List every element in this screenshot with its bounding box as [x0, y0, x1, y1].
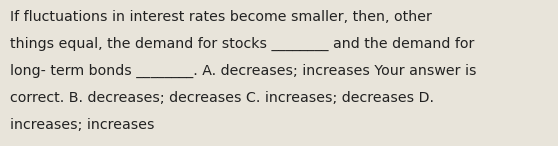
Text: long- term bonds ________. A. decreases; increases Your answer is: long- term bonds ________. A. decreases;… — [10, 64, 477, 78]
Text: things equal, the demand for stocks ________ and the demand for: things equal, the demand for stocks ____… — [10, 37, 474, 51]
Text: increases; increases: increases; increases — [10, 118, 155, 132]
Text: If fluctuations in interest rates become smaller, then, other: If fluctuations in interest rates become… — [10, 10, 432, 24]
Text: correct. B. decreases; decreases C. increases; decreases D.: correct. B. decreases; decreases C. incr… — [10, 91, 434, 105]
